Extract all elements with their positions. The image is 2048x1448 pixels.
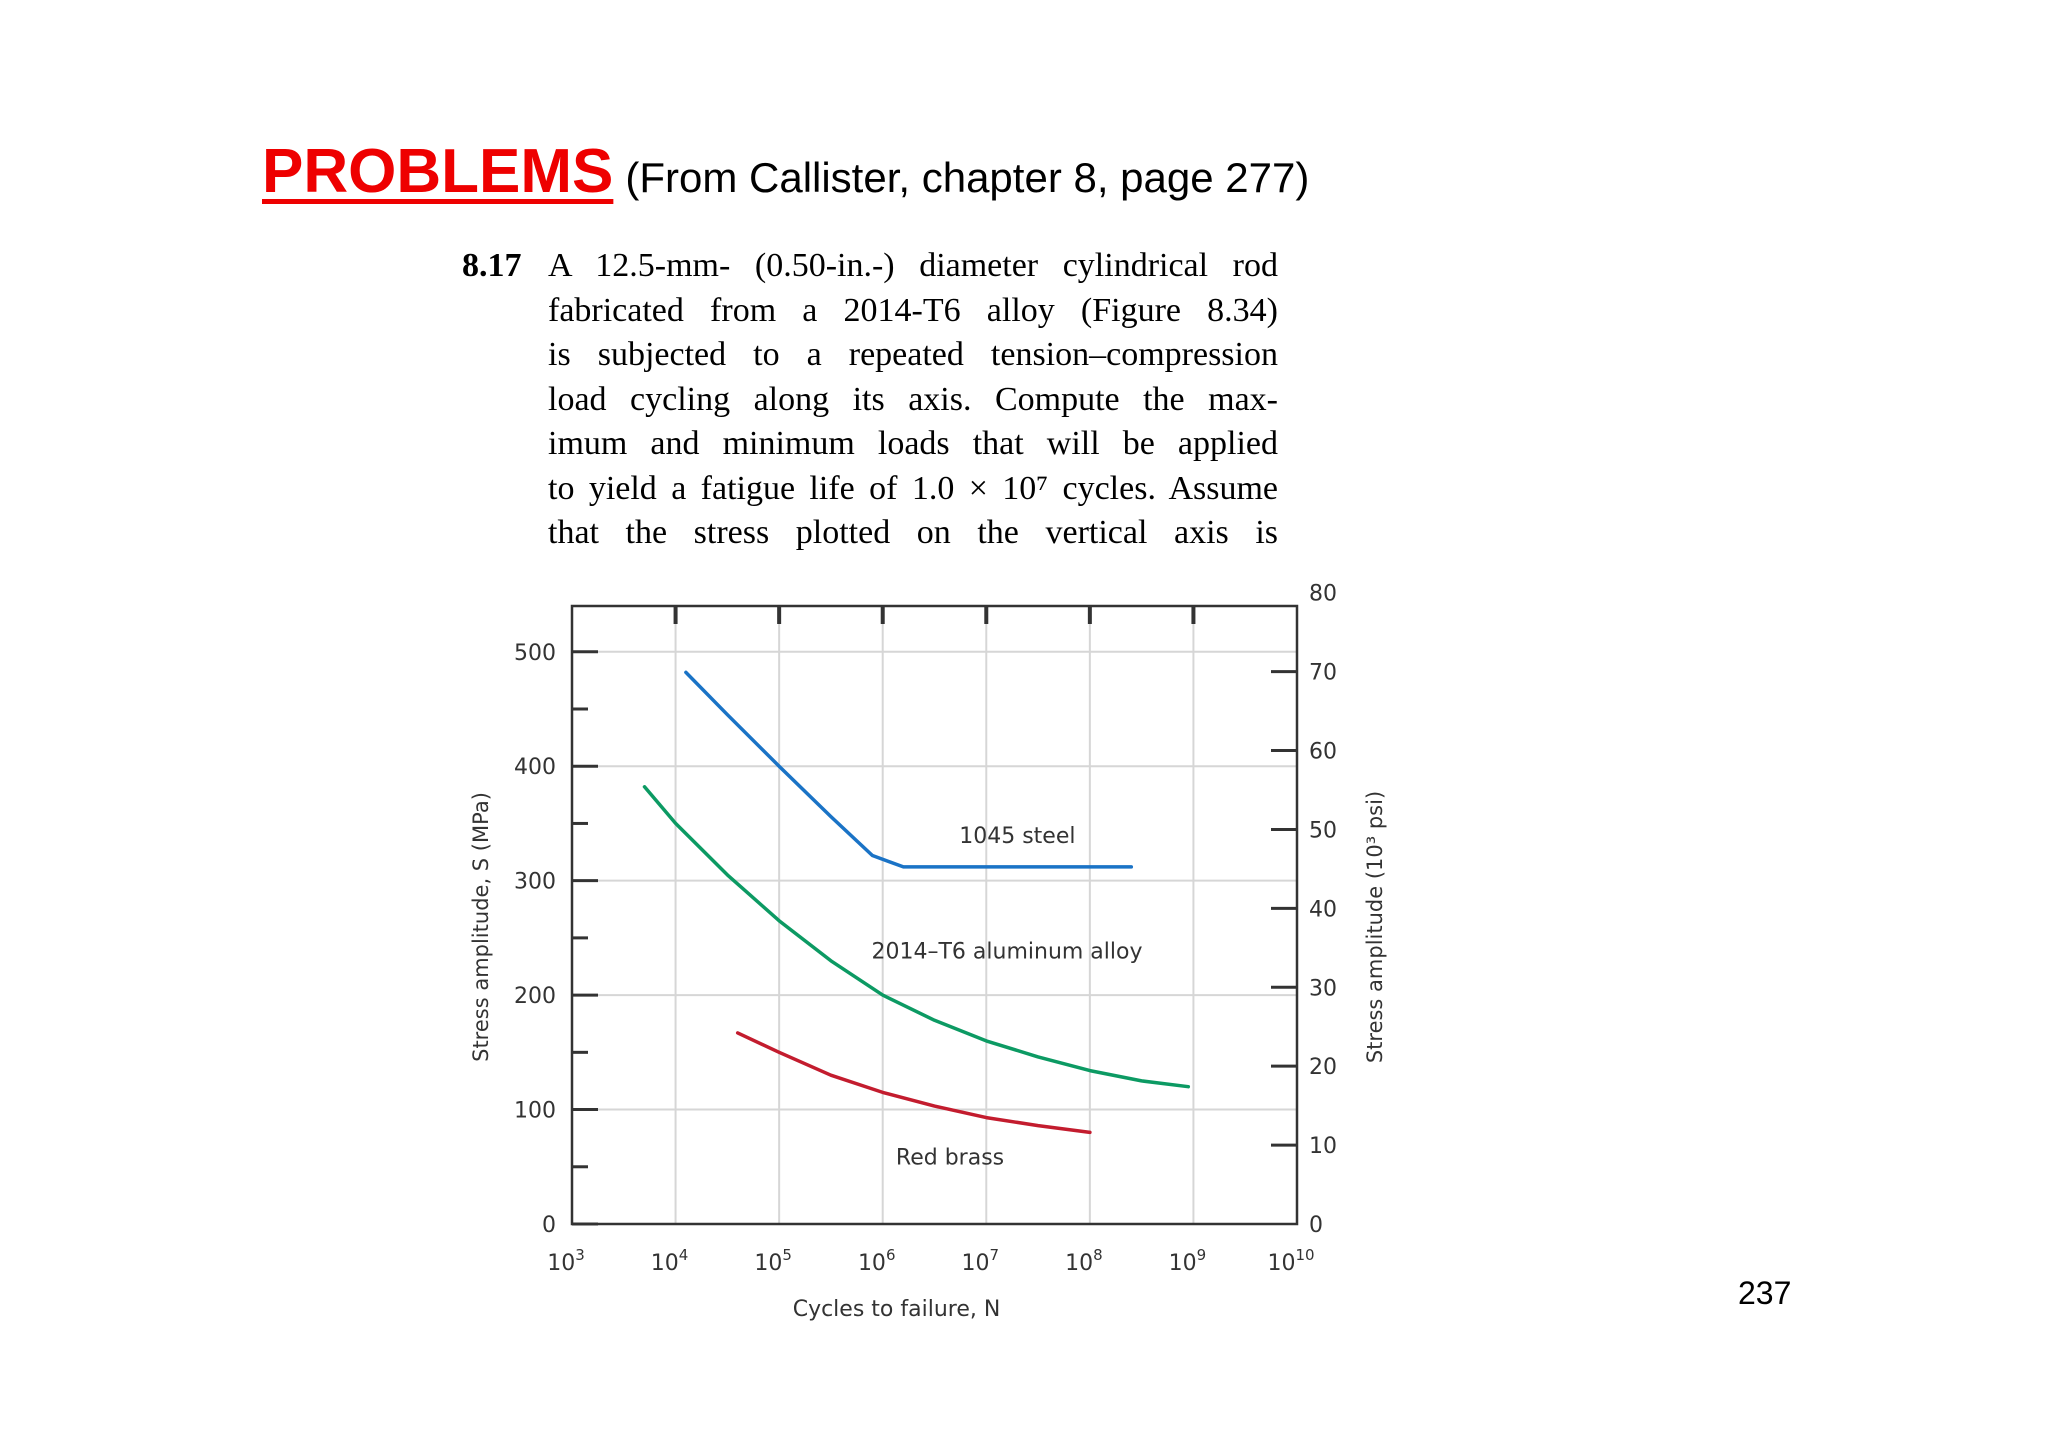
- y2-tick-label: 20: [1309, 1055, 1337, 1080]
- y-tick-label: 100: [514, 1099, 556, 1124]
- x-tick-exponent: 5: [782, 1246, 792, 1264]
- x-tick-exponent: 9: [1197, 1246, 1207, 1264]
- series-label: 1045 steel: [959, 824, 1075, 849]
- y2-tick-label: 80: [1309, 582, 1337, 607]
- series-line: [735, 1031, 1092, 1135]
- chart-frame: [570, 604, 1299, 1226]
- y2-tick-label: 60: [1309, 740, 1337, 765]
- y2-tick-label: 70: [1309, 661, 1337, 686]
- x-tick-label: 103: [547, 1246, 585, 1276]
- x-tick-exponent: 3: [575, 1246, 585, 1264]
- x-tick-label: 107: [962, 1246, 1000, 1276]
- x-tick-exponent: 4: [679, 1246, 689, 1264]
- x-tick-label: 109: [1169, 1246, 1207, 1276]
- y2-tick-label: 50: [1309, 818, 1337, 843]
- slide-subtitle: (From Callister, chapter 8, page 277): [625, 154, 1310, 201]
- y-tick-label: 500: [514, 641, 556, 666]
- y-tick-label: 300: [514, 870, 556, 895]
- x-tick-exponent: 7: [990, 1246, 1000, 1264]
- problem-line: imum and minimum loads that will be appl…: [548, 425, 1278, 462]
- x-tick-label: 108: [1065, 1246, 1103, 1276]
- problem-line: load cycling along its axis. Compute the…: [548, 380, 1278, 418]
- y-tick-label: 400: [514, 755, 556, 780]
- problem-line: is subjected to a repeated tension–compr…: [548, 336, 1278, 373]
- y-tick-label: 0: [542, 1213, 556, 1238]
- series-line: [684, 670, 1134, 869]
- slide-header: PROBLEMS (From Callister, chapter 8, page…: [262, 136, 1309, 207]
- x-tick-label: 106: [858, 1246, 896, 1276]
- plot-frame: [570, 604, 1299, 1226]
- series-label: Red brass: [896, 1145, 1004, 1170]
- x-tick-label: 104: [651, 1246, 689, 1276]
- x-tick-exponent: 10: [1295, 1246, 1314, 1264]
- chart-grid: [572, 606, 1297, 1224]
- x-axis-title: Cycles to failure, N: [793, 1297, 1001, 1322]
- x-tick-label: 1010: [1267, 1246, 1314, 1276]
- y2-tick-label: 10: [1309, 1134, 1337, 1159]
- x-tick-exponent: 6: [886, 1246, 896, 1264]
- x-tick-exponent: 8: [1093, 1246, 1103, 1264]
- problem-line: to yield a fatigue life of 1.0 × 10⁷ cyc…: [548, 469, 1278, 507]
- chart-series: [642, 670, 1191, 1135]
- problem-statement: A 12.5-mm- (0.50-in.-) diameter cylindri…: [548, 244, 1278, 556]
- problem-line: A 12.5-mm- (0.50-in.-) diameter cylindri…: [548, 247, 1278, 284]
- slide-title: PROBLEMS: [262, 137, 614, 206]
- problem-line: that the stress plotted on the vertical …: [548, 514, 1278, 551]
- problem-number: 8.17: [462, 247, 522, 284]
- series-line: [642, 785, 1191, 1089]
- chart-labels: 1045 steel 2014–T6 aluminum alloy Red bras…: [469, 582, 1387, 1322]
- series-label: 2014–T6 aluminum alloy: [872, 939, 1143, 964]
- page-number: 237: [1738, 1275, 1792, 1311]
- y2-tick-label: 0: [1309, 1213, 1323, 1238]
- y2-tick-label: 40: [1309, 897, 1337, 922]
- y2-axis-title: Stress amplitude (10³ psi): [1363, 791, 1387, 1063]
- y-tick-label: 200: [514, 984, 556, 1009]
- x-tick-label: 105: [754, 1246, 792, 1276]
- y2-tick-label: 30: [1309, 976, 1337, 1001]
- problem-line: fabricated from a 2014-T6 alloy (Figure …: [548, 291, 1278, 329]
- y-axis-title: Stress amplitude, S (MPa): [469, 792, 493, 1062]
